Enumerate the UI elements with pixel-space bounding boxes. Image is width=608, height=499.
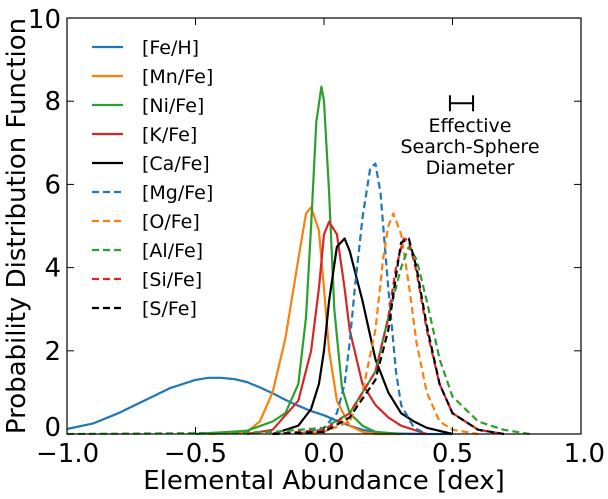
- y-tick-label: 8: [44, 87, 61, 117]
- x-axis-label: Elemental Abundance [dex]: [143, 466, 505, 496]
- legend-label-fe-h: [Fe/H]: [142, 37, 199, 59]
- legend: [Fe/H] [Mn/Fe] [Ni/Fe] [K/Fe] [Ca/Fe] [Mg/Fe]…: [92, 37, 213, 320]
- ticks-layer: −1.0 −0.5 0.0 0.5 1.0 0 2 4 6 8 10: [28, 5, 605, 469]
- y-tick-label: 0: [44, 413, 61, 443]
- annotation-line: Effective: [429, 115, 512, 137]
- annotation-line: Search-Sphere: [400, 136, 539, 158]
- y-tick-label: 2: [44, 337, 61, 367]
- series-line-k-fe: [246, 220, 428, 436]
- series-layer: [66, 85, 530, 436]
- legend-label-mn-fe: [Mn/Fe]: [142, 66, 213, 88]
- series-line-ni-fe: [195, 85, 402, 436]
- legend-label-k-fe: [K/Fe]: [142, 124, 197, 146]
- legend-label-mg-fe: [Mg/Fe]: [142, 182, 213, 204]
- series-line-si-fe: [272, 237, 505, 436]
- x-tick-label: 0.0: [303, 439, 344, 469]
- legend-label-ca-fe: [Ca/Fe]: [142, 153, 210, 175]
- legend-label-si-fe: [Si/Fe]: [142, 269, 202, 291]
- legend-label-s-fe: [S/Fe]: [142, 298, 197, 320]
- series-line-o-fe: [298, 212, 479, 436]
- series-line-al-fe: [66, 245, 530, 436]
- series-line-ca-fe: [272, 237, 453, 436]
- x-tick-label: 0.5: [432, 439, 473, 469]
- y-tick-label: 10: [28, 5, 61, 35]
- legend-label-al-fe: [Al/Fe]: [142, 240, 203, 262]
- y-tick-label: 6: [44, 170, 61, 200]
- x-tick-label: −0.5: [164, 439, 227, 469]
- series-line-s-fe: [272, 237, 505, 436]
- series-line-mn-fe: [208, 206, 402, 436]
- annotation-line: Diameter: [426, 157, 515, 179]
- y-tick-label: 4: [44, 254, 61, 284]
- x-tick-label: −1.0: [36, 439, 99, 469]
- legend-label-o-fe: [O/Fe]: [142, 211, 200, 233]
- legend-label-ni-fe: [Ni/Fe]: [142, 95, 204, 117]
- x-tick-label: 1.0: [564, 439, 605, 469]
- y-axis-label: Probability Distribution Function: [2, 18, 32, 434]
- series-line-mg-fe: [298, 162, 428, 436]
